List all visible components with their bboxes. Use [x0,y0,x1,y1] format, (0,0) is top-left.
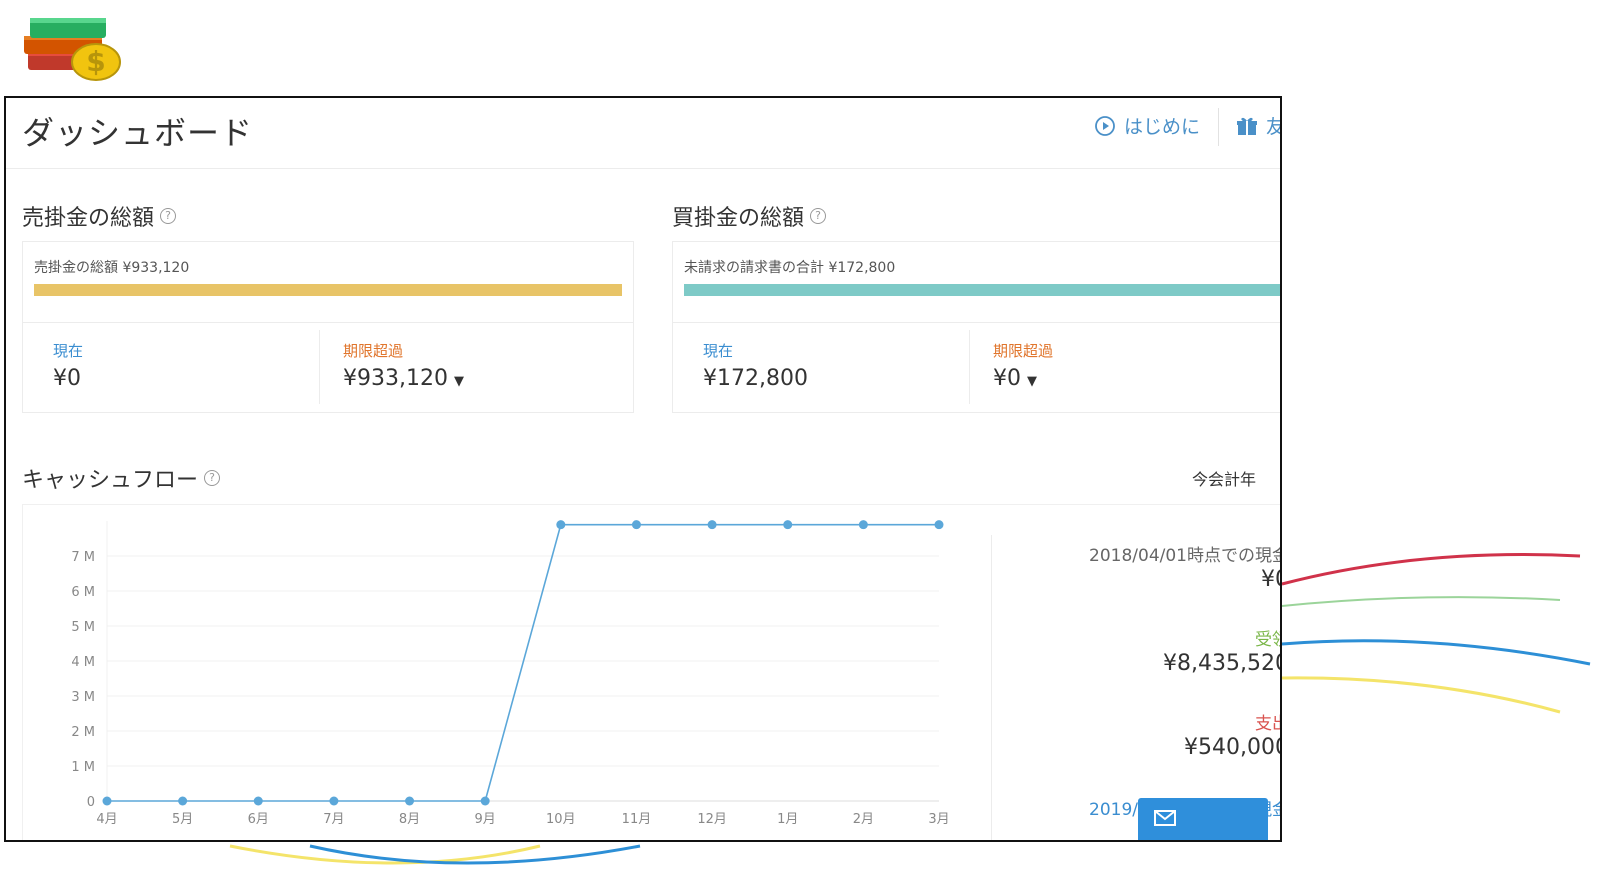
opening-cash-value: ¥0 [1261,567,1280,592]
gift-icon [1237,117,1257,135]
receivables-current-label: 現在 [53,342,84,360]
y-tick-label: 5 M [71,620,95,635]
intro-link-label: はじめに [1124,116,1201,138]
receivables-bar[interactable] [34,284,622,296]
receivables-overdue-dropdown[interactable]: ¥933,120 ▼ [343,366,464,391]
spent-label: 支出 [1255,714,1280,734]
card-divider-vertical [969,330,970,404]
svg-text:$: $ [86,45,105,78]
receivables-current-value: ¥0 [53,366,81,391]
receivables-caption: 売掛金の総額 ¥933,120 [34,260,190,276]
x-tick-label: 2月 [853,812,874,827]
receivables-overdue-label: 期限超過 [343,342,404,360]
cashflow-title-text: キャッシュフロー [22,468,199,493]
x-tick-label: 5月 [172,812,193,827]
payables-overdue-label: 期限超過 [993,342,1054,360]
data-point [480,796,490,806]
data-point [178,796,188,806]
data-point [707,520,717,530]
card-divider [673,322,1280,323]
cashflow-chart: 0 1 M 2 M 3 M 4 M 5 M 6 M 7 M 4月 5月 6月 7月 8月 9月 10月 11月… [71,520,950,827]
x-tick-label: 10月 [546,812,576,827]
caret-down-icon: ▼ [1027,374,1037,389]
header: ダッシュボード はじめに 友 [6,98,1280,169]
payables-card: 未請求の請求書の合計 ¥172,800 現在 ¥172,800 期限超過 ¥0 ▼ [672,241,1280,413]
data-point [934,520,944,530]
help-icon[interactable]: ? [204,470,221,486]
intro-link[interactable]: はじめに [1094,112,1200,139]
y-tick-label: 4 M [71,655,95,670]
receivables-title: 売掛金の総額 ? [22,200,177,232]
y-tick-label: 2 M [71,725,95,740]
data-point [253,796,263,806]
cashflow-panel: 0 1 M 2 M 3 M 4 M 5 M 6 M 7 M 4月 5月 6月 7月 8月 9月 10月 11月… [22,504,1282,840]
payables-title: 買掛金の総額 ? [672,200,827,232]
data-point [405,796,415,806]
payables-current-value: ¥172,800 [703,366,808,391]
x-tick-label: 8月 [399,812,420,827]
y-tick-label: 1 M [71,760,95,775]
received-value: ¥8,435,520 [1163,651,1282,676]
help-icon[interactable]: ? [160,208,177,224]
y-tick-label: 0 [87,795,95,810]
x-tick-label: 9月 [475,812,496,827]
header-divider [1218,108,1219,146]
receivables-overdue-value: ¥933,120 [343,366,448,391]
received-label: 受領 [1255,630,1280,650]
cashflow-line [107,523,939,802]
cashflow-divider [991,535,992,840]
x-tick-label: 1月 [777,812,798,827]
x-tick-label: 7月 [323,812,344,827]
payables-overdue-dropdown[interactable]: ¥0 ▼ [993,366,1037,391]
data-point [556,520,566,530]
x-tick-label: 6月 [248,812,269,827]
payables-bar[interactable] [684,284,1280,296]
friend-link[interactable]: 友 [1236,112,1280,139]
payables-title-text: 買掛金の総額 [672,206,805,231]
spent-value: ¥540,000 [1184,735,1282,760]
app-logo: $ [24,18,121,81]
y-tick-label: 7 M [71,550,95,565]
friend-link-label: 友 [1266,112,1280,139]
card-divider [23,322,633,323]
mail-icon [1154,810,1176,826]
x-tick-label: 12月 [697,812,727,827]
receivables-card: 売掛金の総額 ¥933,120 現在 ¥0 期限超過 ¥933,120 ▼ [22,241,634,413]
y-tick-label: 6 M [71,585,95,600]
data-point [858,520,868,530]
data-point [329,796,339,806]
period-selector[interactable]: 今会計年 [1192,470,1257,489]
help-icon[interactable]: ? [810,208,827,224]
payables-overdue-value: ¥0 [993,366,1021,391]
page-title: ダッシュボード [22,114,254,152]
data-point [783,520,793,530]
data-point [631,520,641,530]
payables-caption: 未請求の請求書の合計 ¥172,800 [684,260,896,276]
x-tick-label: 11月 [622,812,652,827]
dashboard-frame: ダッシュボード はじめに 友 売掛金の総額 ? 売掛金の総額 ¥933,120 [4,96,1282,842]
payables-current-label: 現在 [703,342,734,360]
x-tick-label: 3月 [928,812,949,827]
x-tick-label: 4月 [96,812,117,827]
report-button[interactable] [1138,798,1268,840]
caret-down-icon: ▼ [453,374,464,389]
card-divider-vertical [319,330,320,404]
cashflow-title: キャッシュフロー ? [22,462,221,494]
receivables-title-text: 売掛金の総額 [22,206,155,231]
opening-cash-label: 2018/04/01時点での現金 [1089,546,1282,566]
data-point [102,796,112,806]
play-circle-icon [1095,115,1115,136]
y-tick-label: 3 M [71,690,95,705]
